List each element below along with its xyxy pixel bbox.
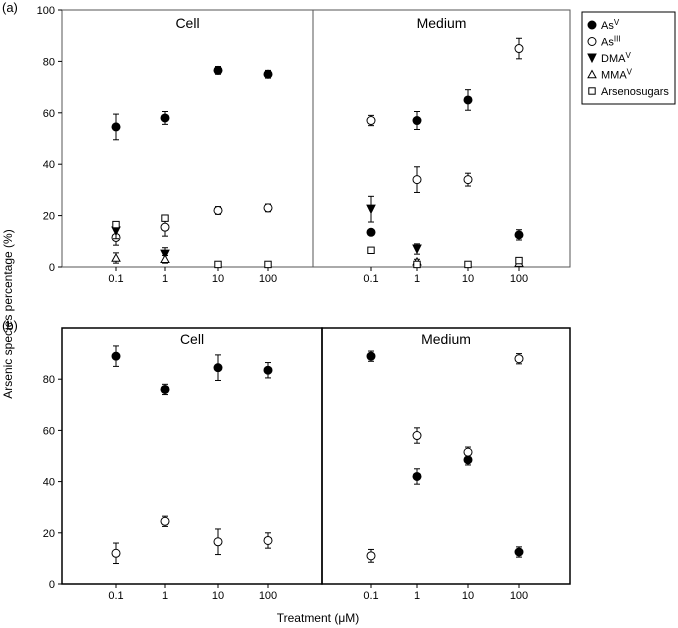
x-tick-label: 10 — [212, 590, 224, 602]
legend-marker — [588, 87, 596, 95]
x-tick-label: 10 — [462, 590, 474, 602]
subpanel-title: Cell — [175, 15, 199, 31]
legend-label-superscript: V — [625, 51, 631, 60]
legend-label-superscript: V — [614, 18, 620, 27]
data-point — [413, 260, 421, 269]
panel-letter: (a) — [2, 0, 18, 15]
x-tick-label: 0.1 — [363, 273, 378, 285]
panel-a: (a) 0 20 40 60 80 100 0.1 1 10 100 Cell 0.1 1 10 100 Med… — [2, 0, 571, 285]
data-point — [464, 260, 472, 269]
data-point — [160, 249, 170, 260]
legend-label: MMAV — [601, 68, 633, 82]
data-point — [366, 116, 376, 126]
data-point — [160, 516, 170, 526]
y-tick-label: 20 — [43, 528, 55, 540]
x-tick-label: 1 — [162, 590, 168, 602]
data-point — [111, 351, 121, 361]
data-point — [515, 256, 523, 265]
data-point — [514, 354, 524, 364]
subpanel-frame-cell — [61, 327, 323, 585]
legend-label: Arsenosugars — [601, 86, 669, 98]
data-point — [366, 551, 376, 561]
data-point — [111, 548, 121, 558]
data-point — [161, 214, 169, 222]
data-point — [111, 252, 121, 262]
legend-label: DMAV — [601, 51, 631, 65]
data-point — [412, 175, 422, 185]
y-tick-label: 20 — [43, 211, 55, 223]
data-point — [264, 260, 272, 269]
x-tick-label: 1 — [414, 590, 420, 602]
panel-b: (b) 0 20 40 60 80 0.1 1 10 100 Cell 0.1 1 10 100 Medium — [2, 318, 571, 602]
subpanel-title: Medium — [421, 331, 471, 347]
data-point — [367, 246, 375, 254]
data-point — [213, 363, 223, 373]
data-point — [263, 365, 273, 375]
data-point — [213, 537, 223, 547]
x-tick-label: 1 — [414, 273, 420, 285]
y-tick-label: 100 — [37, 5, 55, 17]
legend-label-superscript: III — [614, 35, 621, 44]
y-tick-label: 60 — [43, 425, 55, 437]
legend-marker — [587, 37, 597, 46]
x-tick-label: 100 — [510, 273, 528, 285]
data-point — [160, 113, 170, 123]
legend-marker — [587, 20, 597, 30]
data-point — [214, 260, 222, 269]
legend-marker — [587, 53, 597, 64]
x-tick-label: 10 — [212, 273, 224, 285]
subpanel-title: Cell — [180, 331, 204, 347]
data-point — [111, 122, 121, 132]
data-point — [412, 431, 422, 441]
data-point — [160, 222, 170, 232]
data-point — [463, 95, 473, 105]
legend-label-superscript: V — [627, 68, 633, 77]
data-point — [160, 384, 170, 394]
legend-marker — [587, 69, 597, 79]
data-point — [463, 447, 473, 457]
y-tick-label: 80 — [43, 374, 55, 386]
data-point — [366, 227, 376, 237]
x-tick-label: 0.1 — [108, 590, 123, 602]
y-tick-label: 80 — [43, 56, 55, 68]
x-tick-label: 100 — [259, 590, 277, 602]
subpanel-frame-medium — [321, 327, 571, 585]
x-axis-label: Treatment (μM) — [277, 611, 359, 625]
y-tick-label: 0 — [49, 579, 55, 591]
data-point — [412, 471, 422, 481]
x-tick-label: 100 — [510, 590, 528, 602]
data-point — [263, 535, 273, 545]
x-tick-label: 0.1 — [108, 273, 123, 285]
data-point — [412, 116, 422, 126]
x-tick-label: 1 — [162, 273, 168, 285]
data-point — [213, 65, 223, 75]
data-point — [160, 254, 170, 263]
data-point — [366, 204, 376, 215]
subpanel-frame — [61, 9, 571, 268]
data-point — [112, 220, 120, 229]
y-tick-label: 0 — [49, 262, 55, 274]
data-point — [514, 230, 524, 240]
y-tick-label: 40 — [43, 159, 55, 171]
data-point — [263, 203, 273, 213]
x-tick-label: 0.1 — [363, 590, 378, 602]
panel-letter: (b) — [2, 318, 18, 333]
x-tick-label: 10 — [462, 273, 474, 285]
data-point — [514, 44, 524, 54]
x-tick-label: 100 — [259, 273, 277, 285]
legend-box — [581, 11, 676, 105]
data-point — [514, 547, 524, 557]
data-point — [463, 175, 473, 185]
subpanel-title: Medium — [417, 15, 467, 31]
y-axis-label: Arsenic species percentage (%) — [1, 229, 15, 398]
data-point — [412, 244, 422, 255]
data-point — [366, 351, 376, 361]
data-point — [213, 205, 223, 215]
data-point — [263, 69, 273, 79]
y-tick-label: 40 — [43, 477, 55, 489]
y-tick-label: 60 — [43, 108, 55, 120]
